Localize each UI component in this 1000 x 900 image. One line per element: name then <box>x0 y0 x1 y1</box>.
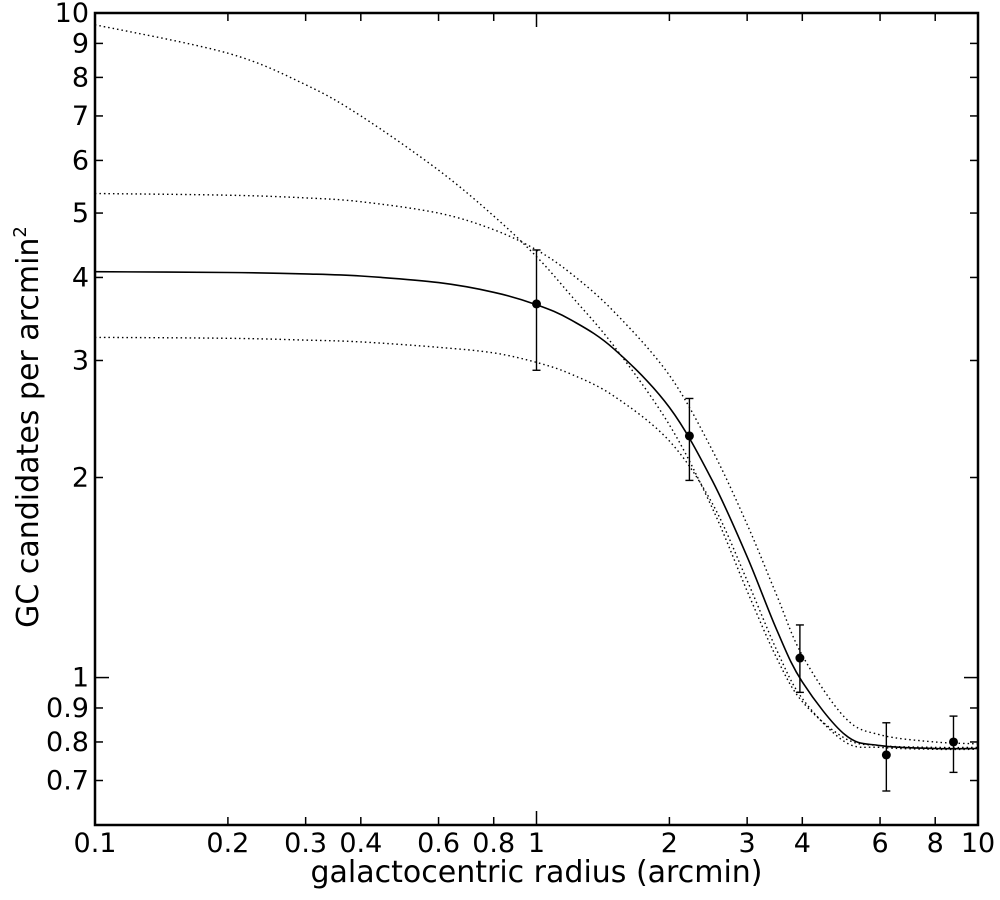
y-axis-title-text: GC candidates per arcmin <box>11 238 46 628</box>
data-point-3 <box>881 750 891 760</box>
x-tick-label: 0.6 <box>417 828 460 859</box>
x-axis-title: galactocentric radius (arcmin) <box>311 855 763 890</box>
x-tick-label: 0.2 <box>206 828 249 859</box>
y-tick-label: 6 <box>72 145 89 176</box>
x-tick-label: 10 <box>961 828 995 859</box>
data-point-2 <box>795 653 805 663</box>
axis-ticks: 0.1 0.2 0.3 0.4 0.6 0.8 1 2 3 4 6 8 100.70.80.912345… <box>46 0 995 859</box>
y-tick-label: 1 <box>72 663 89 694</box>
best-fit-curve-0 <box>94 270 979 750</box>
x-tick-label: 0.1 <box>74 828 117 859</box>
x-tick-label: 8 <box>927 828 944 859</box>
y-tick-label: 8 <box>72 62 89 93</box>
data-point-1 <box>684 431 694 441</box>
y-tick-label: 5 <box>72 198 89 229</box>
data-point-4 <box>948 737 958 747</box>
x-tick-label: 4 <box>794 828 811 859</box>
plot-frame <box>93 11 980 827</box>
data-point-0 <box>532 299 541 309</box>
y-tick-label: 0.7 <box>46 766 89 797</box>
x-tick-label: 0.3 <box>284 828 327 859</box>
confidence-curve-1 <box>94 192 979 745</box>
y-tick-label: 0.8 <box>46 727 89 758</box>
y-tick-label: 2 <box>72 463 89 494</box>
y-tick-label: 9 <box>72 28 89 59</box>
y-tick-label: 3 <box>72 345 89 376</box>
y-axis-title: GC candidates per arcmin2 <box>10 226 46 628</box>
x-tick-label: 0.4 <box>339 828 382 859</box>
y-tick-label: 0.9 <box>46 693 89 724</box>
y-tick-label: 7 <box>72 101 89 132</box>
model-curves <box>94 24 979 751</box>
x-tick-label: 3 <box>739 828 756 859</box>
confidence-curve-2 <box>94 336 979 751</box>
confidence-curve-3 <box>94 24 979 749</box>
x-tick-label: 6 <box>871 828 888 859</box>
x-tick-label: 0.8 <box>472 828 515 859</box>
y-tick-label: 4 <box>72 262 89 293</box>
x-tick-label: 2 <box>661 828 678 859</box>
y-axis-title-superscript: 2 <box>10 226 31 237</box>
data-points <box>532 249 958 792</box>
x-tick-label: 1 <box>528 828 545 859</box>
y-tick-label: 10 <box>55 0 89 29</box>
